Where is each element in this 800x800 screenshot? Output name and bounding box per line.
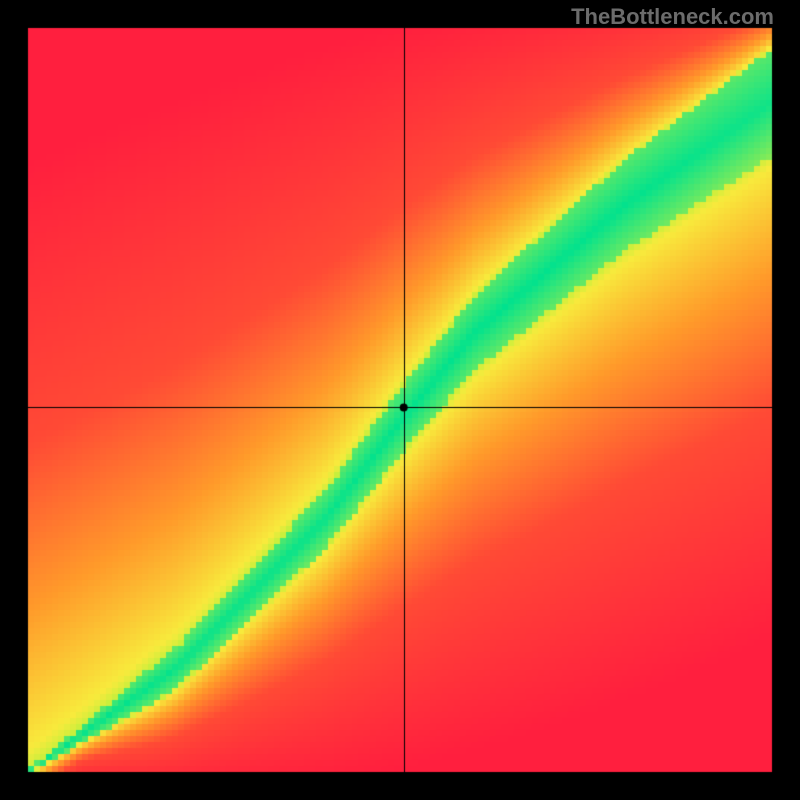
watermark-text: TheBottleneck.com [571,4,774,30]
bottleneck-heatmap [0,0,800,800]
